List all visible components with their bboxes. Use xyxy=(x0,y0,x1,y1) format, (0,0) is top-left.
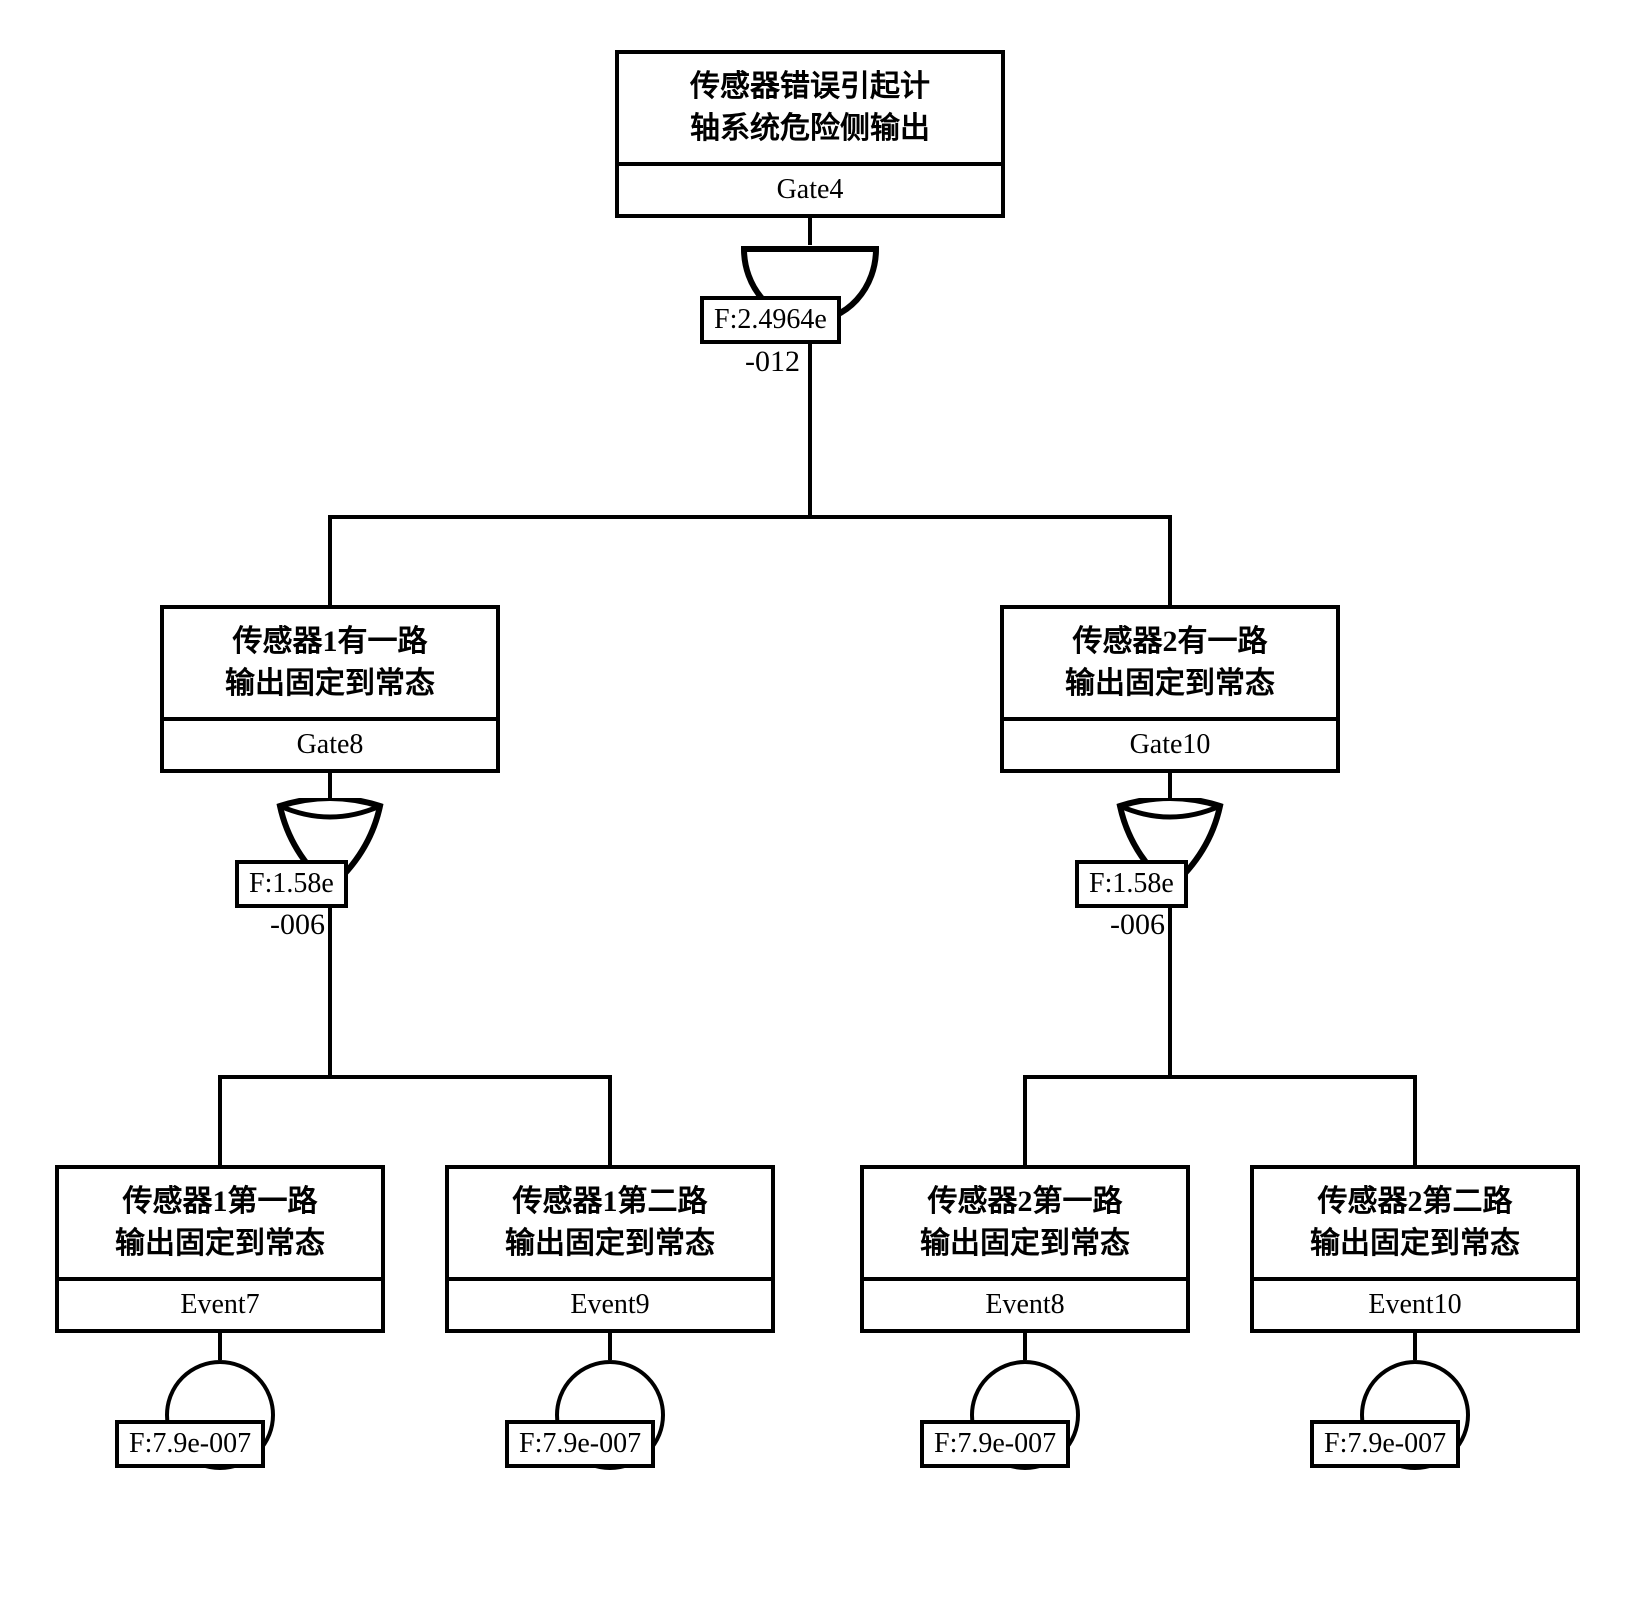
gate-node-right: 传感器2有一路 输出固定到常态 Gate10 xyxy=(1000,605,1340,773)
event-title: 传感器2第一路 输出固定到常态 xyxy=(864,1169,1186,1281)
event-node: 传感器1第一路 输出固定到常态 Event7 xyxy=(55,1165,385,1333)
connector-line xyxy=(1023,1330,1027,1360)
connector-line xyxy=(1023,1075,1417,1079)
gate-node-root: 传感器错误引起计 轴系统危险侧输出 Gate4 xyxy=(615,50,1005,218)
gate-title: 传感器2有一路 输出固定到常态 xyxy=(1004,609,1336,721)
connector-line xyxy=(328,770,332,798)
connector-line xyxy=(1168,770,1172,798)
f-value-label: F:1.58e xyxy=(235,860,348,908)
title-line1: 传感器1第二路 xyxy=(513,1185,708,1218)
connector-line xyxy=(1168,888,1172,1075)
event-id: Event8 xyxy=(864,1281,1186,1329)
gate-node-left: 传感器1有一路 输出固定到常态 Gate8 xyxy=(160,605,500,773)
connector-line xyxy=(1413,1330,1417,1360)
connector-line xyxy=(218,1075,612,1079)
event-title: 传感器1第二路 输出固定到常态 xyxy=(449,1169,771,1281)
title-line1: 传感器2第一路 xyxy=(928,1185,1123,1218)
connector-line xyxy=(218,1330,222,1360)
connector-line xyxy=(1023,1075,1027,1165)
f-value-label: F:7.9e-007 xyxy=(1310,1420,1460,1468)
connector-line xyxy=(608,1330,612,1360)
f-value-label: F:7.9e-007 xyxy=(115,1420,265,1468)
event-title: 传感器1第一路 输出固定到常态 xyxy=(59,1169,381,1281)
connector-line xyxy=(328,515,332,605)
event-node: 传感器2第二路 输出固定到常态 Event10 xyxy=(1250,1165,1580,1333)
connector-line xyxy=(608,1075,612,1165)
gate-id: Gate8 xyxy=(164,721,496,769)
connector-line xyxy=(1413,1075,1417,1165)
connector-line xyxy=(808,325,812,515)
gate-title: 传感器1有一路 输出固定到常态 xyxy=(164,609,496,721)
title-line1: 传感器错误引起计 xyxy=(690,70,930,103)
connector-line xyxy=(328,515,1172,519)
title-line1: 传感器2第二路 xyxy=(1318,1185,1513,1218)
f-value-label: F:7.9e-007 xyxy=(920,1420,1070,1468)
connector-line xyxy=(328,888,332,1075)
title-line1: 传感器1第一路 xyxy=(123,1185,318,1218)
title-line2: 输出固定到常态 xyxy=(225,667,435,700)
connector-line xyxy=(1168,515,1172,605)
connector-line xyxy=(218,1075,222,1165)
exp-label: -006 xyxy=(1110,908,1165,942)
gate-id: Gate4 xyxy=(619,166,1001,214)
event-id: Event10 xyxy=(1254,1281,1576,1329)
gate-title: 传感器错误引起计 轴系统危险侧输出 xyxy=(619,54,1001,166)
title-line1: 传感器2有一路 xyxy=(1073,625,1268,658)
title-line2: 轴系统危险侧输出 xyxy=(690,112,930,145)
title-line2: 输出固定到常态 xyxy=(1065,667,1275,700)
event-node: 传感器1第二路 输出固定到常态 Event9 xyxy=(445,1165,775,1333)
event-id: Event9 xyxy=(449,1281,771,1329)
f-value-label: F:7.9e-007 xyxy=(505,1420,655,1468)
title-line2: 输出固定到常态 xyxy=(920,1227,1130,1260)
title-line2: 输出固定到常态 xyxy=(505,1227,715,1260)
connector-line xyxy=(808,215,812,245)
f-value-label: F:2.4964e xyxy=(700,296,841,344)
exp-label: -012 xyxy=(745,345,800,379)
event-node: 传感器2第一路 输出固定到常态 Event8 xyxy=(860,1165,1190,1333)
title-line2: 输出固定到常态 xyxy=(115,1227,325,1260)
exp-label: -006 xyxy=(270,908,325,942)
title-line2: 输出固定到常态 xyxy=(1310,1227,1520,1260)
title-line1: 传感器1有一路 xyxy=(233,625,428,658)
event-title: 传感器2第二路 输出固定到常态 xyxy=(1254,1169,1576,1281)
gate-id: Gate10 xyxy=(1004,721,1336,769)
event-id: Event7 xyxy=(59,1281,381,1329)
f-value-label: F:1.58e xyxy=(1075,860,1188,908)
